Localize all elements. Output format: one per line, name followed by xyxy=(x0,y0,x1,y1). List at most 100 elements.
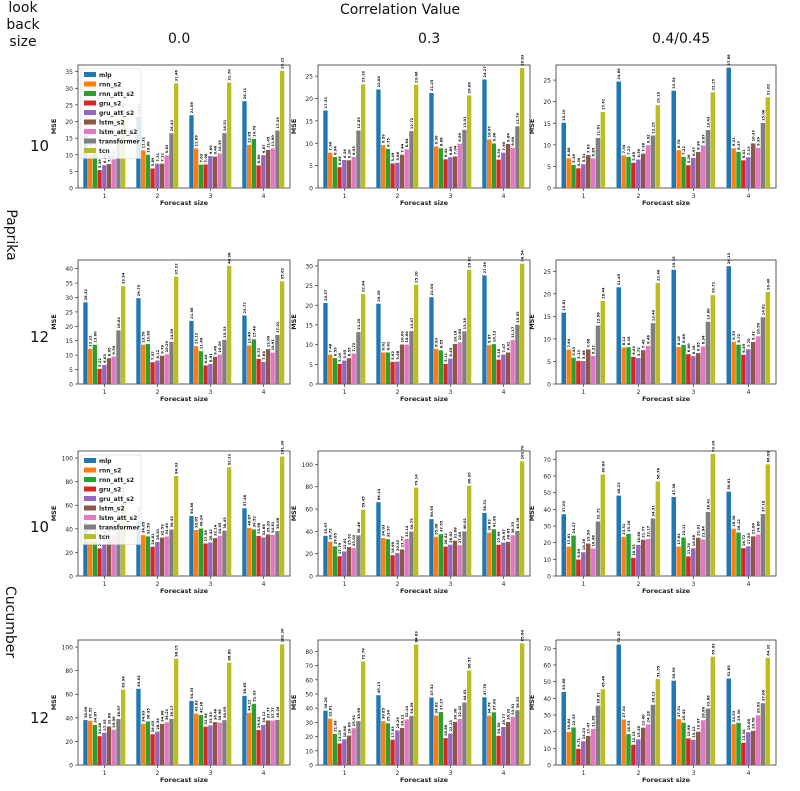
bar-value-label: 64.32 xyxy=(766,644,770,656)
y-tick-label: 50 xyxy=(305,691,313,698)
bar-lstm_att_s2 xyxy=(217,153,222,188)
bar-value-label: 37.03 xyxy=(562,500,566,512)
bar-value-label: 13.38 xyxy=(463,317,467,329)
bar-rnn_att_s2 xyxy=(92,153,98,188)
bar-gru_att_s2 xyxy=(636,358,641,384)
bar-transformer xyxy=(356,130,361,188)
subplot-4: 0 5 10 15 20 25 30 20.57 7.46 6.595.10 5.95 6.557.7… xyxy=(290,250,531,403)
x-tick-label: 2 xyxy=(156,193,160,200)
y-tick-label: 40 xyxy=(305,706,313,713)
bar-value-label: 29.34 xyxy=(386,709,390,721)
legend-swatch-gru_att_s2 xyxy=(84,110,96,115)
bar-transformer xyxy=(462,331,467,384)
bar-tcn xyxy=(519,461,525,576)
bar-value-label: 5.85 xyxy=(632,151,636,160)
bar-rnn_att_s2 xyxy=(332,546,338,576)
bar-value-label: 8.34 xyxy=(702,335,706,344)
bar-lstm_s2 xyxy=(505,541,511,576)
axes-frame xyxy=(555,259,777,385)
bar-value-label: 28.81 xyxy=(156,528,160,540)
bar-lstm_att_s2 xyxy=(457,143,462,188)
bar-lstm_s2 xyxy=(640,153,646,188)
bar-gru_att_s2 xyxy=(746,546,751,576)
bar-value-label: 39.75 xyxy=(410,518,414,530)
legend-swatch-lstm_att_s2 xyxy=(84,515,96,520)
bar-value-label: 9.35 xyxy=(732,330,736,339)
bar-rnn_s2 xyxy=(731,528,736,576)
bar-value-label: 22.01 xyxy=(343,538,347,550)
bar-value-label: 35.20 xyxy=(267,521,271,533)
legend-label-rnn_s2: rnn_s2 xyxy=(99,82,121,89)
bar-value-label: 13.40 xyxy=(248,331,252,343)
bar-lstm_att_s2 xyxy=(510,535,515,576)
bar-value-label: 5.89 xyxy=(151,157,155,166)
bar-value-label: 12.22 xyxy=(89,335,93,347)
bar-gru_att_s2 xyxy=(342,360,347,384)
y-axis-label: MSE xyxy=(290,506,298,522)
bar-rnn_s2 xyxy=(141,723,146,765)
bar-lstm_att_s2 xyxy=(590,158,596,188)
y-axis-label: MSE xyxy=(290,695,298,711)
x-tick-label: 1 xyxy=(103,389,107,396)
bar-value-label: 9.46 xyxy=(214,345,218,354)
bar-tcn xyxy=(360,84,366,188)
bar-value-label: 7.49 xyxy=(642,339,646,348)
bar-gru_s2 xyxy=(390,361,395,384)
x-tick-label: 1 xyxy=(582,770,586,777)
bar-lstm_att_s2 xyxy=(755,147,761,188)
bar-rnn_s2 xyxy=(621,155,626,188)
bar-value-label: 24.86 xyxy=(757,521,761,533)
bar-mlp xyxy=(376,502,381,576)
bar-lstm_s2 xyxy=(159,163,165,188)
bar-value-label: 29.75 xyxy=(137,284,141,296)
bar-tcn xyxy=(173,475,179,576)
bar-tcn xyxy=(360,509,366,576)
bar-value-label: 35.98 xyxy=(218,709,222,721)
bar-lstm_att_s2 xyxy=(510,716,515,765)
bar-value-label: 26.12 xyxy=(401,714,405,726)
bar-gru_s2 xyxy=(576,559,581,576)
bar-mlp xyxy=(726,266,731,384)
bar-lstm_s2 xyxy=(346,547,352,576)
y-tick-label: 15 xyxy=(543,314,551,321)
bar-gru_att_s2 xyxy=(448,544,453,576)
bar-gru_s2 xyxy=(97,736,102,765)
y-tick-label: 15 xyxy=(305,322,313,329)
bar-tcn xyxy=(600,111,606,188)
bar-value-label: 40.98 xyxy=(228,252,232,264)
y-tick-label: 20 xyxy=(65,550,73,557)
bar-gru_att_s2 xyxy=(746,157,751,188)
bar-tcn xyxy=(226,467,232,576)
bar-value-label: 38.97 xyxy=(117,705,121,717)
bar-lstm_s2 xyxy=(399,549,405,576)
bar-value-label: 24.27 xyxy=(572,522,576,534)
bar-lstm_s2 xyxy=(695,537,701,576)
bar-value-label: 17.47 xyxy=(587,722,591,734)
bar-value-label: 7.90 xyxy=(502,141,506,150)
bar-gru_s2 xyxy=(741,160,746,188)
x-tick-label: 2 xyxy=(396,770,400,777)
bar-transformer xyxy=(356,721,361,765)
bar-mlp xyxy=(616,81,621,188)
bar-value-label: 92.23 xyxy=(228,453,232,465)
bar-value-label: 22.15 xyxy=(711,79,715,91)
bar-lstm_att_s2 xyxy=(111,729,116,765)
bar-value-label: 39.05 xyxy=(195,516,199,528)
bar-value-label: 86.80 xyxy=(228,649,232,661)
bar-value-label: 51.93 xyxy=(252,690,256,702)
x-tick-label: 4 xyxy=(502,389,506,396)
bar-lstm_att_s2 xyxy=(590,355,596,384)
bar-gru_s2 xyxy=(256,358,261,384)
bar-rnn_s2 xyxy=(621,719,626,765)
bar-value-label: 35.62 xyxy=(281,267,285,279)
y-tick-label: 5 xyxy=(309,362,313,369)
bar-value-label: 11.17 xyxy=(511,326,515,338)
bar-value-label: 6.45 xyxy=(449,347,453,356)
bar-gru_s2 xyxy=(686,556,691,576)
bar-value-label: 18.60 xyxy=(637,531,641,543)
x-tick-label: 1 xyxy=(582,389,586,396)
bar-value-label: 17.01 xyxy=(276,321,280,333)
legend-swatch-lstm_s2 xyxy=(84,119,96,125)
bar-value-label: 9.82 xyxy=(165,144,169,153)
